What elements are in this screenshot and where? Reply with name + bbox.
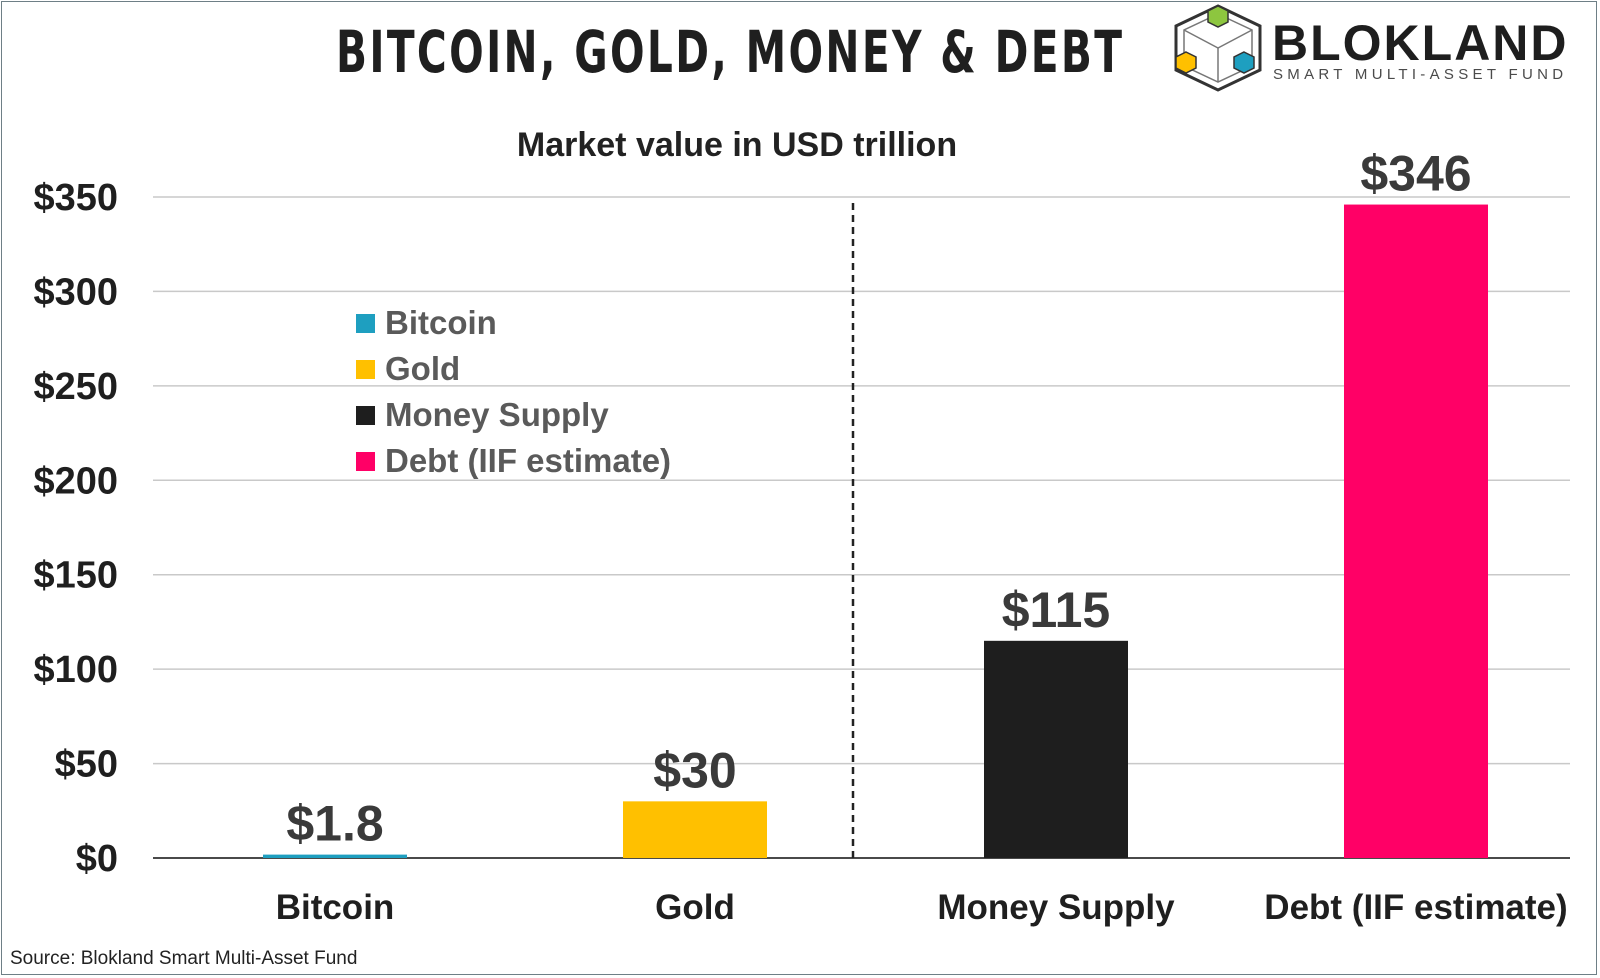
- bar: [263, 854, 407, 858]
- legend-label: Gold: [385, 350, 461, 387]
- legend-swatch-gold: [356, 359, 375, 379]
- y-tick-label: $100: [33, 649, 118, 691]
- brand-subtitle: SMART MULTI-ASSET FUND: [1273, 66, 1568, 83]
- y-tick-label: $300: [33, 271, 118, 313]
- cube-logo-icon: [1174, 4, 1262, 92]
- legend-swatch-debt: [356, 451, 375, 471]
- x-tick-label: Gold: [655, 888, 735, 927]
- x-tick-label: Debt (IIF estimate): [1264, 888, 1567, 927]
- y-tick-label: $0: [76, 838, 118, 880]
- chart-subtitle: Market value in USD trillion: [516, 126, 958, 164]
- data-label: $346: [1360, 146, 1471, 202]
- blokland-logo: [1174, 4, 1262, 92]
- legend-item: Bitcoin: [356, 300, 671, 346]
- bar: [1344, 204, 1488, 858]
- legend-item: Money Supply: [356, 392, 671, 438]
- legend-swatch-bitcoin: [356, 313, 375, 333]
- source-note: Source: Blokland Smart Multi-Asset Fund: [10, 948, 358, 969]
- legend-item: Gold: [356, 346, 671, 392]
- data-label: $30: [653, 742, 736, 798]
- y-tick-label: $50: [55, 744, 118, 786]
- data-label: $1.8: [286, 796, 383, 852]
- y-tick-label: $350: [33, 177, 118, 219]
- legend-item: Debt (IIF estimate): [356, 438, 671, 484]
- brand-name: BLOKLAND: [1272, 15, 1569, 71]
- legend-swatch-money-supply: [356, 405, 375, 425]
- legend-label: Money Supply: [385, 396, 609, 433]
- bar: [623, 801, 767, 858]
- y-tick-label: $250: [33, 366, 118, 408]
- bar: [984, 640, 1128, 858]
- data-label: $115: [1002, 582, 1110, 638]
- legend-label: Bitcoin: [385, 304, 497, 341]
- legend-label: Debt (IIF estimate): [385, 442, 672, 479]
- x-tick-label: Money Supply: [937, 888, 1175, 927]
- y-tick-label: $200: [33, 460, 118, 502]
- chart-title: BITCOIN, GOLD, MONEY & DEBT: [336, 18, 1125, 86]
- y-tick-label: $150: [33, 555, 118, 597]
- x-tick-label: Bitcoin: [276, 888, 395, 927]
- legend: Bitcoin Gold Money Supply Debt (IIF esti…: [356, 300, 671, 484]
